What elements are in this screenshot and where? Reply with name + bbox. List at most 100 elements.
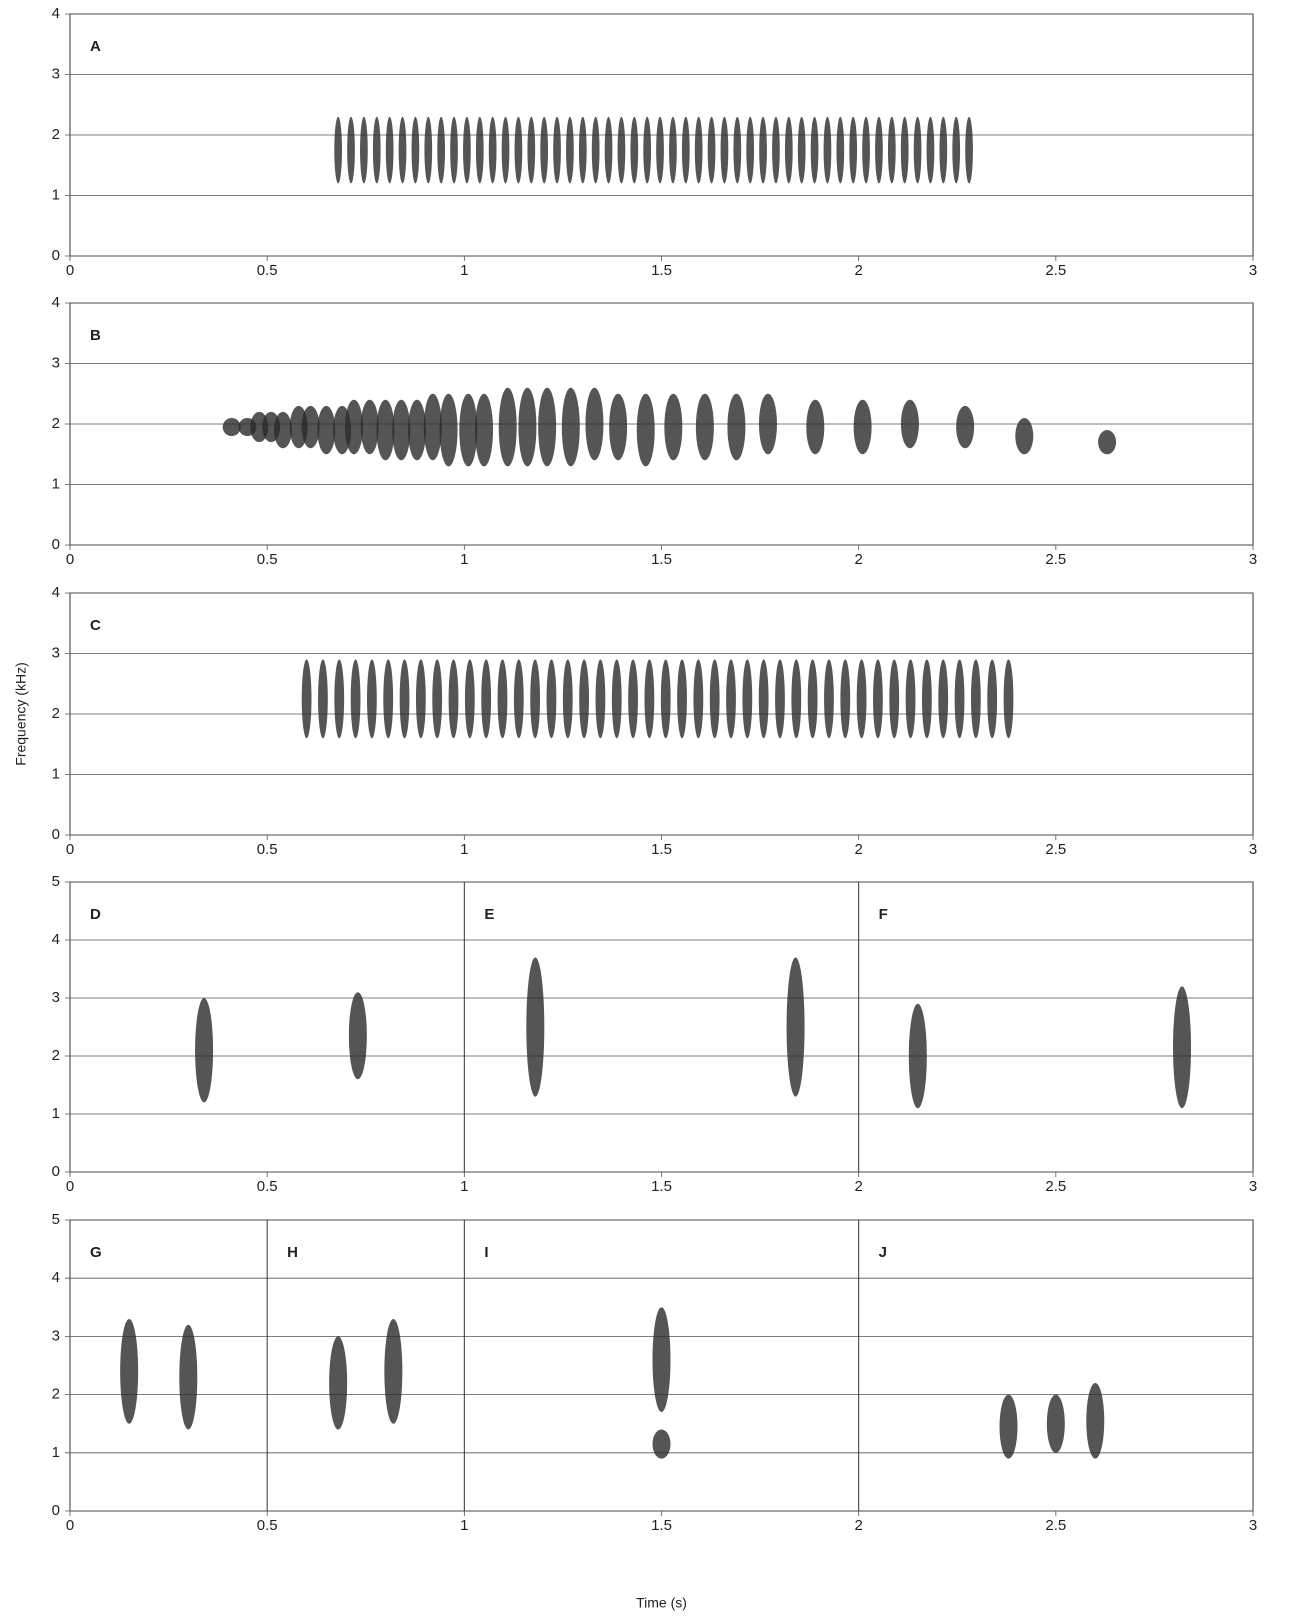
x-tick-label: 2 xyxy=(854,1517,862,1534)
syllable xyxy=(383,659,394,739)
panel-label: B xyxy=(90,327,101,344)
panel-label: A xyxy=(90,38,101,55)
y-tick-label: 0 xyxy=(52,247,60,264)
syllable xyxy=(707,116,716,184)
panel-label: D xyxy=(90,906,101,923)
syllable xyxy=(908,1003,927,1109)
y-tick-label: 3 xyxy=(52,65,60,82)
syllable xyxy=(376,399,395,461)
syllable xyxy=(497,659,508,739)
syllable xyxy=(538,387,557,467)
syllable xyxy=(965,116,973,184)
syllable xyxy=(759,116,767,184)
y-tick-label: 0 xyxy=(52,826,60,843)
syllable xyxy=(652,1429,671,1459)
syllable xyxy=(317,405,336,455)
panel-label: C xyxy=(90,617,101,634)
syllable xyxy=(889,659,900,739)
y-axis-label: Frequency (kHz) xyxy=(13,662,29,765)
x-tick-label: 2.5 xyxy=(1045,551,1066,568)
x-tick-label: 2.5 xyxy=(1045,1517,1066,1534)
syllable xyxy=(742,659,753,739)
syllable xyxy=(350,659,361,739)
syllable xyxy=(222,417,241,437)
syllable xyxy=(786,957,805,1097)
syllable xyxy=(784,116,793,184)
x-tick-label: 0.5 xyxy=(257,1517,278,1534)
syllable xyxy=(514,116,523,184)
syllable xyxy=(385,116,394,184)
syllable xyxy=(566,116,574,184)
syllable xyxy=(585,387,604,461)
x-tick-label: 3 xyxy=(1249,1517,1257,1534)
panel-label: F xyxy=(879,906,888,923)
y-tick-label: 4 xyxy=(52,1269,60,1286)
y-tick-label: 0 xyxy=(52,1163,60,1180)
x-tick-label: 1.5 xyxy=(651,841,672,858)
syllable xyxy=(591,116,600,184)
syllable xyxy=(952,116,961,184)
x-tick-label: 3 xyxy=(1249,1178,1257,1195)
syllable xyxy=(398,116,407,184)
syllable xyxy=(540,116,549,184)
syllable xyxy=(463,116,471,184)
syllable xyxy=(399,659,410,739)
syllable xyxy=(527,116,536,184)
x-tick-label: 1 xyxy=(460,551,468,568)
x-tick-label: 2 xyxy=(854,551,862,568)
syllable xyxy=(384,1318,403,1424)
y-tick-label: 4 xyxy=(52,294,60,311)
syllable xyxy=(956,405,975,449)
syllable xyxy=(179,1324,198,1430)
syllable xyxy=(695,393,714,461)
syllable xyxy=(448,659,459,739)
syllable xyxy=(464,659,475,739)
y-tick-label: 0 xyxy=(52,1502,60,1519)
x-tick-label: 0.5 xyxy=(257,551,278,568)
x-tick-label: 0.5 xyxy=(257,262,278,279)
syllable xyxy=(334,659,345,739)
x-tick-label: 2.5 xyxy=(1045,841,1066,858)
syllable xyxy=(411,116,420,184)
syllable xyxy=(553,116,561,184)
syllable xyxy=(595,659,606,739)
x-tick-label: 0.5 xyxy=(257,1178,278,1195)
y-tick-label: 0 xyxy=(52,536,60,553)
syllable xyxy=(643,116,652,184)
syllable xyxy=(450,116,458,184)
syllable xyxy=(459,393,478,467)
x-tick-label: 0 xyxy=(66,841,74,858)
syllable xyxy=(1003,659,1014,739)
syllable xyxy=(408,399,427,461)
syllable xyxy=(372,116,381,184)
syllable xyxy=(415,659,426,739)
syllable xyxy=(823,116,832,184)
y-tick-label: 4 xyxy=(52,584,60,601)
syllable xyxy=(726,659,736,739)
syllable xyxy=(437,116,446,184)
y-tick-label: 4 xyxy=(52,5,60,22)
syllable xyxy=(1046,1394,1065,1453)
syllable xyxy=(938,659,949,739)
y-tick-label: 3 xyxy=(52,989,60,1006)
syllable xyxy=(1098,430,1117,455)
syllable xyxy=(344,399,363,455)
syllable xyxy=(681,116,690,184)
y-tick-label: 5 xyxy=(52,873,60,890)
syllable xyxy=(652,1307,671,1413)
syllable xyxy=(807,659,818,739)
x-tick-label: 0.5 xyxy=(257,841,278,858)
panel-label: E xyxy=(484,906,494,923)
syllable xyxy=(656,116,664,184)
y-tick-label: 1 xyxy=(52,1105,60,1122)
syllable xyxy=(921,659,932,739)
x-tick-label: 0 xyxy=(66,551,74,568)
syllable xyxy=(999,1394,1018,1459)
syllable xyxy=(939,116,948,184)
syllable xyxy=(513,659,524,739)
x-tick-label: 2 xyxy=(854,262,862,279)
syllable xyxy=(561,387,580,467)
syllable xyxy=(392,399,411,461)
syllable xyxy=(498,387,517,467)
y-tick-label: 2 xyxy=(52,415,60,432)
